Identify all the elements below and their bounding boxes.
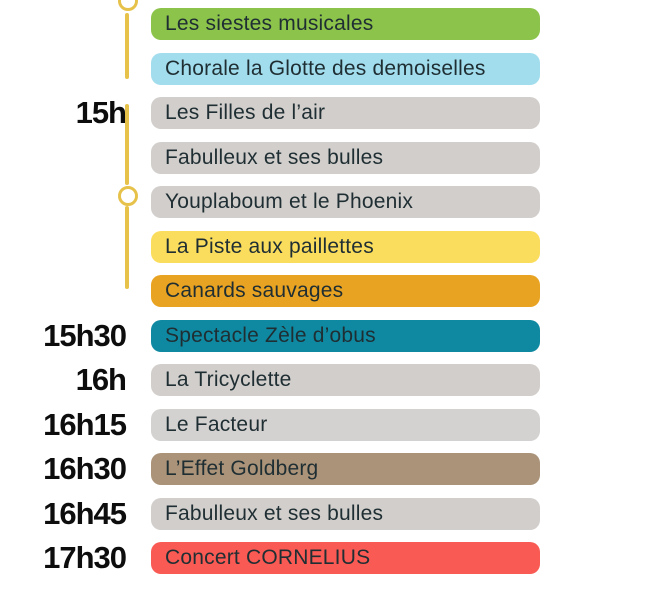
time-label: 15h (75, 95, 127, 130)
event-label: Fabulleux et ses bulles (165, 145, 384, 169)
schedule-row: Canards sauvages (0, 275, 650, 307)
schedule-row: 16h30 L’Effet Goldberg (0, 453, 650, 485)
time-label: 17h30 (43, 540, 127, 575)
event-bar: Youplaboum et le Phoenix (151, 186, 540, 218)
event-bar: Spectacle Zèle d’obus (151, 319, 540, 352)
schedule-row: Youplaboum et le Phoenix (0, 186, 650, 218)
schedule-row: 16h La Tricyclette (0, 364, 650, 396)
event-label: Canards sauvages (165, 279, 344, 302)
event-bar: La Tricyclette (151, 364, 540, 396)
schedule-row: 15h30 Spectacle Zèle d’obus (0, 317, 650, 353)
time-label: 16h30 (43, 451, 127, 486)
event-bar: Le Facteur (151, 408, 540, 441)
schedule-row: 16h15 Le Facteur (0, 406, 650, 442)
event-label: Concert CORNELIUS (165, 546, 371, 569)
schedule-list: Les siestes musicales Chorale la Glotte … (0, 8, 650, 587)
event-bar: Canards sauvages (151, 275, 540, 307)
event-bar: L’Effet Goldberg (151, 453, 540, 485)
time-label: 16h (75, 362, 127, 397)
event-bar: Fabulleux et ses bulles (151, 141, 540, 174)
timeline-line-segment (125, 104, 129, 185)
timeline-line-segment (125, 13, 129, 79)
schedule-row: 16h45 Fabulleux et ses bulles (0, 495, 650, 531)
event-bar: Concert CORNELIUS (151, 542, 540, 574)
schedule-row: Les siestes musicales (0, 8, 650, 40)
event-label: Les Filles de l’air (165, 101, 326, 124)
event-label: Chorale la Glotte des demoiselles (165, 56, 486, 80)
timeline-marker-top-icon (118, 0, 138, 11)
timeline-marker-mid-icon (118, 186, 138, 206)
event-bar: Fabulleux et ses bulles (151, 497, 540, 530)
event-label: Fabulleux et ses bulles (165, 501, 384, 525)
event-label: Les siestes musicales (165, 12, 374, 35)
event-bar: La Piste aux paillettes (151, 230, 540, 263)
event-label: L’Effet Goldberg (165, 457, 319, 480)
schedule-row: La Piste aux paillettes (0, 230, 650, 263)
schedule-row: 17h30 Concert CORNELIUS (0, 542, 650, 574)
time-label: 15h30 (43, 317, 127, 353)
event-label: Spectacle Zèle d’obus (165, 323, 376, 347)
event-bar: Les Filles de l’air (151, 97, 540, 129)
schedule-row: 15h Les Filles de l’air (0, 97, 650, 129)
event-label: La Piste aux paillettes (165, 234, 374, 258)
event-bar: Les siestes musicales (151, 8, 540, 40)
event-label: Youplaboum et le Phoenix (165, 190, 414, 213)
timeline (0, 0, 150, 601)
event-label: La Tricyclette (165, 368, 292, 391)
time-label: 16h45 (43, 495, 127, 531)
event-label: Le Facteur (165, 412, 268, 436)
event-bar: Chorale la Glotte des demoiselles (151, 52, 540, 85)
schedule-row: Chorale la Glotte des demoiselles (0, 52, 650, 85)
schedule-row: Fabulleux et ses bulles (0, 141, 650, 174)
time-label: 16h15 (43, 406, 127, 442)
timeline-line-segment (125, 206, 129, 289)
